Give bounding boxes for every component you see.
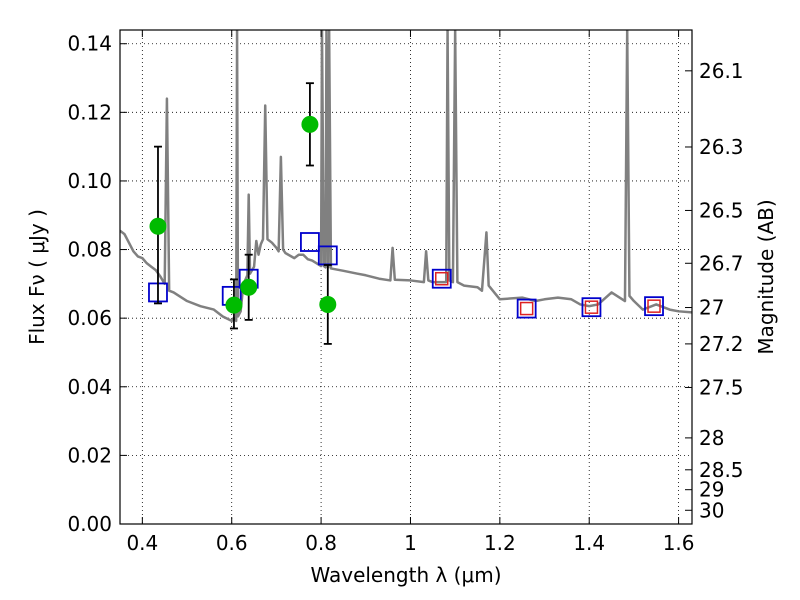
spectrum-line bbox=[120, 30, 692, 323]
mag-tick-label: 26.3 bbox=[699, 135, 744, 159]
axis-ticks bbox=[120, 30, 692, 525]
data-points bbox=[148, 82, 664, 345]
model-band-ir-square bbox=[584, 300, 599, 314]
x-tick-label: 1.4 bbox=[573, 531, 605, 555]
mag-tick-label: 28.5 bbox=[699, 458, 744, 482]
y2-axis-label: Magnitude (AB) bbox=[754, 199, 778, 354]
model-band-square bbox=[516, 298, 537, 319]
y-tick-label: 0.02 bbox=[67, 443, 112, 467]
x-tick-label: 0.8 bbox=[305, 531, 337, 555]
observed-point bbox=[240, 278, 258, 296]
observed-point bbox=[149, 217, 167, 235]
y-tick-label: 0.12 bbox=[67, 100, 112, 124]
observed-point bbox=[225, 296, 243, 314]
model-band-square bbox=[300, 232, 320, 252]
y-tick-label: 0.06 bbox=[67, 306, 112, 330]
y-tick-label: 0.04 bbox=[67, 375, 112, 399]
y-tick-label: 0.14 bbox=[67, 32, 112, 56]
model-band-ir-square bbox=[647, 299, 661, 313]
x-tick-label: 1 bbox=[404, 531, 417, 555]
grid bbox=[120, 30, 692, 525]
x-tick-label: 0.4 bbox=[126, 531, 158, 555]
y-axis-label: Flux Fν ( μJy ) bbox=[25, 209, 49, 345]
x-tick-label: 1.6 bbox=[663, 531, 695, 555]
mag-tick-label: 27 bbox=[699, 296, 724, 320]
y-tick-label: 0.08 bbox=[67, 238, 112, 262]
mag-tick-label: 26.1 bbox=[699, 59, 744, 83]
tick-labels: 0.4 0.6 0.8 1 1.2 1.4 1.6 0.00 0.02 0.04 0.06 0.08 0… bbox=[67, 32, 743, 555]
mag-tick-label: 27.2 bbox=[699, 332, 744, 356]
model-band-ir-square bbox=[435, 271, 449, 286]
mag-tick-label: 26.5 bbox=[699, 198, 744, 222]
model-band-square bbox=[431, 268, 452, 289]
y-tick-label: 0.00 bbox=[67, 512, 112, 536]
model-band-square bbox=[644, 296, 664, 317]
model-band-ir-square bbox=[519, 301, 534, 316]
y-tick-label: 0.10 bbox=[67, 169, 112, 193]
mag-tick-label: 28 bbox=[699, 426, 724, 450]
x-axis-label: Wavelength λ (μm) bbox=[310, 563, 501, 587]
model-band-square bbox=[581, 297, 602, 318]
model-spectrum bbox=[120, 30, 692, 323]
mag-tick-label: 30 bbox=[699, 498, 724, 522]
x-tick-label: 1.2 bbox=[484, 531, 516, 555]
observed-point bbox=[301, 115, 319, 133]
observed-point bbox=[319, 295, 337, 313]
mag-tick-label: 27.5 bbox=[699, 375, 744, 399]
x-tick-label: 0.6 bbox=[216, 531, 248, 555]
mag-tick-label: 26.7 bbox=[699, 251, 744, 275]
plot-frame bbox=[119, 29, 693, 525]
mag-tick-label: 29 bbox=[699, 478, 724, 502]
